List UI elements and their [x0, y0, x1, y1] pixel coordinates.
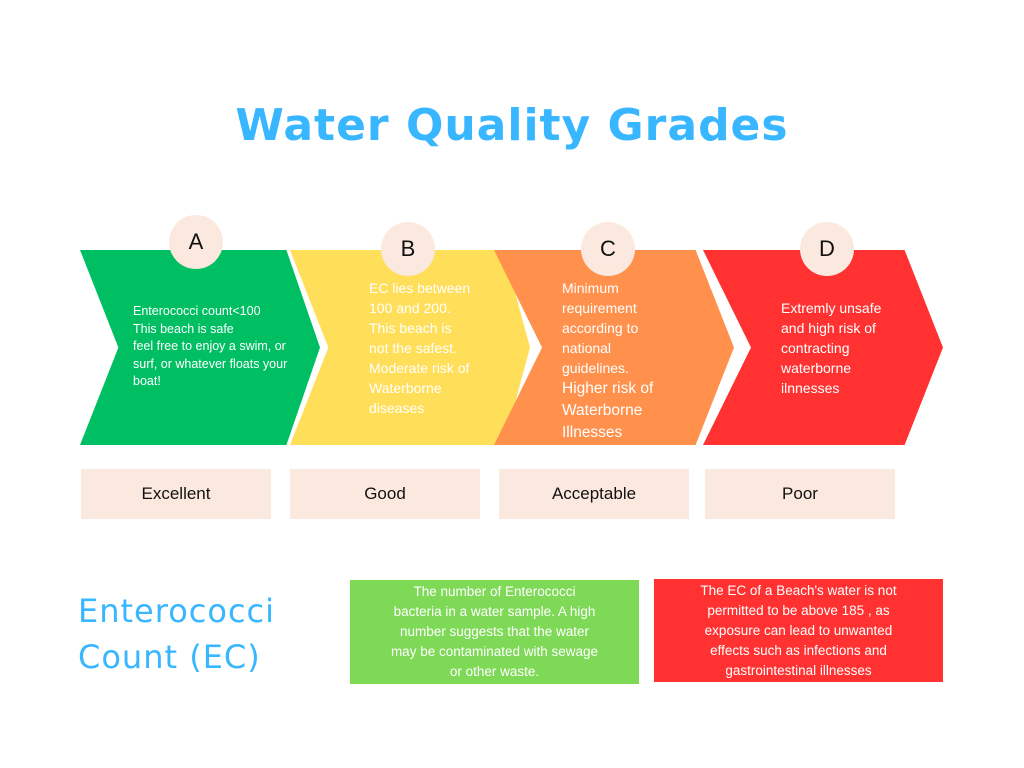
ec-limit-box: The EC of a Beach's water is not permitt… [654, 579, 943, 682]
grade-a-arrow [80, 250, 320, 445]
grade-c-line: guidelines. [562, 360, 629, 376]
grade-c-badge: C [581, 222, 635, 276]
page-title: Water Quality Grades [235, 100, 789, 151]
ec-definition-box: The number of Enterococci bacteria in a … [350, 580, 639, 684]
grade-b-description: EC lies between 100 and 200. This beach … [369, 278, 499, 418]
grade-c-label: Acceptable [499, 469, 689, 519]
grade-c-line: Higher risk of [562, 380, 654, 397]
ec-heading-line: Count (EC) [78, 638, 261, 676]
grade-d-line: Extremly unsafe [781, 300, 882, 316]
grade-a-line: boat! [133, 374, 161, 388]
grade-b-line: Moderate risk of [369, 360, 470, 376]
ec-definition-line: or other waste. [449, 664, 540, 679]
grade-d-line: waterborne [781, 360, 852, 376]
ec-limit-line: gastrointestinal illnesses [725, 663, 872, 678]
grade-b-line: Waterborne [369, 380, 442, 396]
grade-b-arrow [290, 250, 530, 445]
ec-definition-line: number suggests that the water [399, 624, 590, 639]
ec-heading: Enterococci Count (EC) [78, 588, 338, 680]
grade-b-label: Good [290, 469, 480, 519]
grade-a-line: surf, or whatever floats your [133, 356, 288, 371]
ec-definition-line: may be contaminated with sewage [390, 644, 599, 659]
grade-b-line: diseases [369, 400, 425, 416]
grade-c-line: Illnesses [562, 424, 623, 441]
grade-b-line: 100 and 200. [369, 300, 451, 316]
ec-definition-line: bacteria in a water sample. A high [393, 604, 596, 619]
ec-limit-line: permitted to be above 185 , as [707, 603, 890, 618]
grade-a-line: feel free to enjoy a swim, or [133, 339, 286, 353]
grade-a-badge: A [169, 215, 223, 269]
grade-c-line: national [562, 340, 612, 356]
grade-a-line: Enterococci count<100 [133, 304, 261, 318]
grade-c-line: according to [562, 320, 639, 336]
ec-limit-line: effects such as infections and [710, 643, 887, 658]
grade-d-label: Poor [705, 469, 895, 519]
grade-b-line: EC lies between [369, 280, 471, 296]
grade-a-description: Enterococci count<100 This beach is safe… [133, 303, 318, 391]
grade-d-badge: D [800, 222, 854, 276]
grade-c-line: Minimum [562, 280, 619, 296]
ec-heading-line: Enterococci [78, 592, 276, 630]
grade-c-line: Waterborne [562, 402, 643, 419]
ec-limit-line: exposure can lead to unwanted [704, 623, 893, 638]
grade-c-description: Minimum requirement according to nationa… [562, 278, 682, 444]
grade-b-line: not the safest. [369, 340, 457, 356]
grade-d-line: contracting [781, 340, 850, 356]
ec-limit-line: The EC of a Beach's water is not [700, 583, 897, 598]
grade-a-label: Excellent [81, 469, 271, 519]
grade-b-line: This beach is [369, 320, 452, 336]
grade-a-line: This beach is safe [133, 321, 234, 336]
grade-c-line: requirement [562, 300, 637, 316]
ec-definition-line: The number of Enterococci [413, 584, 576, 599]
grade-b-badge: B [381, 222, 435, 276]
grade-d-line: ilnnesses [781, 380, 840, 396]
grade-d-description: Extremly unsafe and high risk of contrac… [781, 298, 911, 398]
grade-d-line: and high risk of [781, 320, 876, 336]
